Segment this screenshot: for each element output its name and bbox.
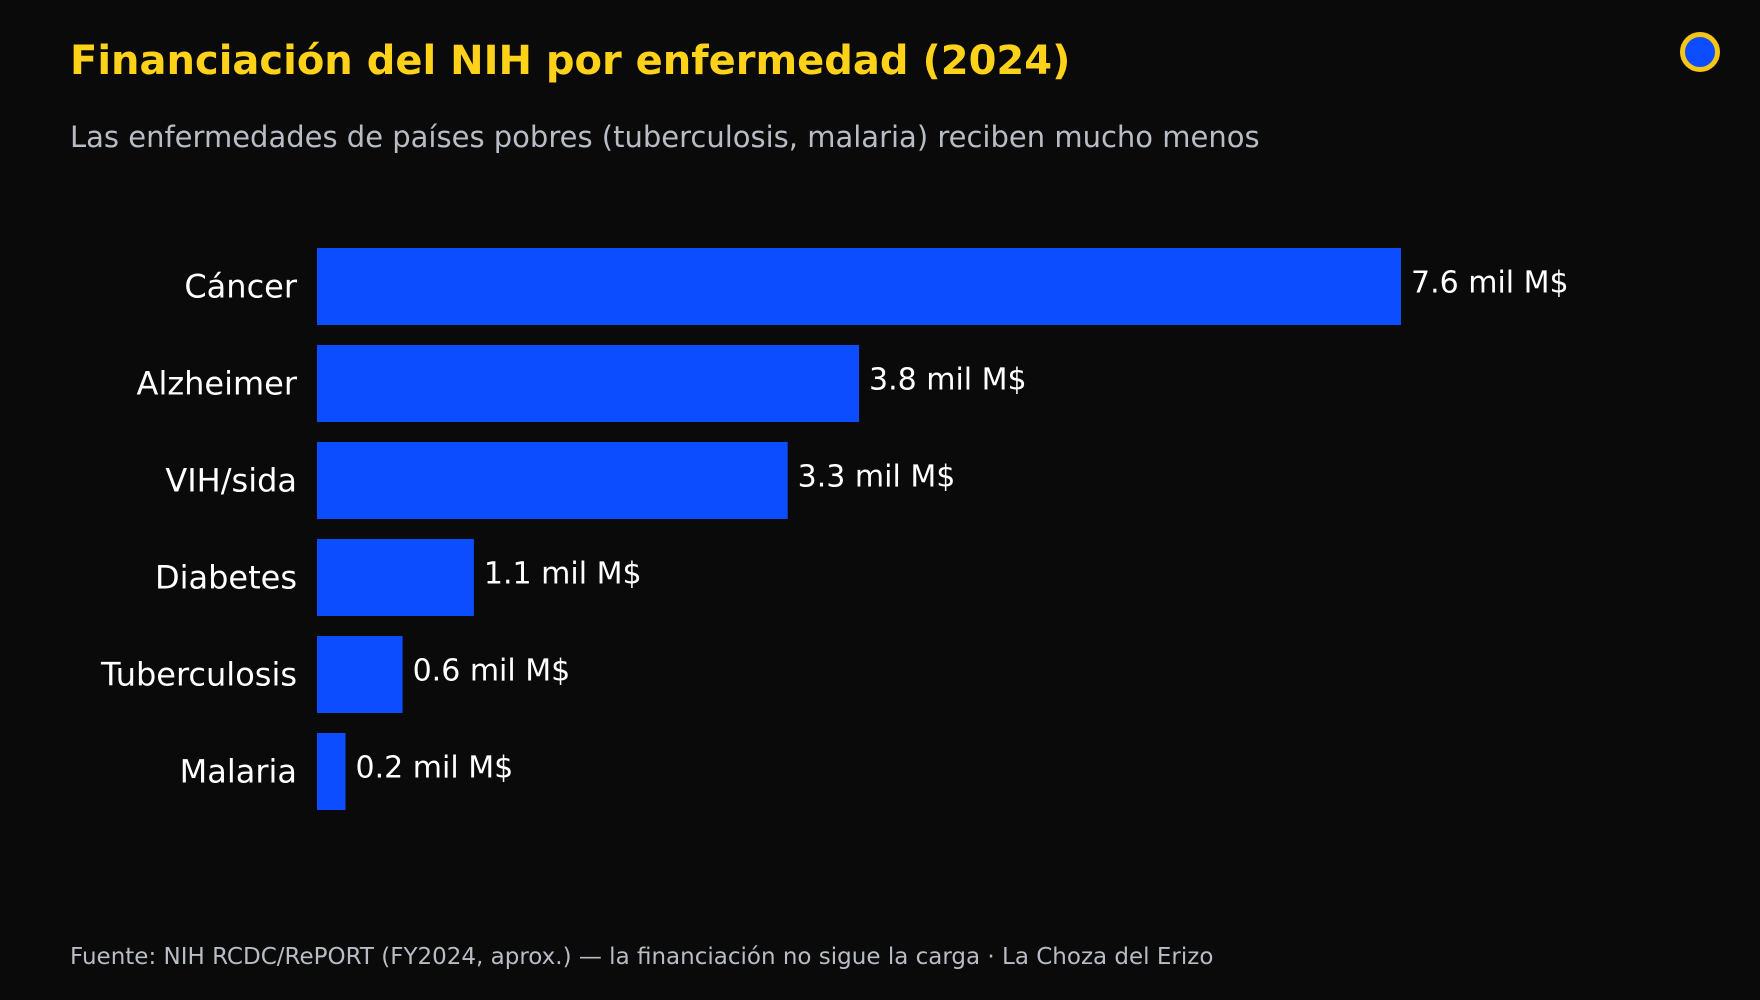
bars: Cáncer 7.6 mil M$ Alzheimer 3.8 mil M$ VIH/s… xyxy=(100,248,1569,810)
chart-title: Financiación del NIH por enfermedad (202… xyxy=(70,38,1071,84)
category-label: Diabetes xyxy=(155,559,297,597)
bar xyxy=(317,539,474,616)
value-label: 3.3 mil M$ xyxy=(798,460,956,495)
source-footer: Fuente: NIH RCDC/RePORT (FY2024, aprox.)… xyxy=(70,944,1214,970)
bar xyxy=(317,442,788,519)
value-label: 7.6 mil M$ xyxy=(1411,266,1569,301)
blue-circle-icon xyxy=(1680,32,1720,72)
bar xyxy=(317,636,403,713)
chart-subtitle: Las enfermedades de países pobres (tuber… xyxy=(70,120,1260,154)
bar xyxy=(317,248,1401,325)
bar xyxy=(317,345,859,422)
value-label: 1.1 mil M$ xyxy=(484,557,642,592)
category-label: Cáncer xyxy=(184,268,298,306)
category-label: Tuberculosis xyxy=(100,656,297,694)
value-label: 3.8 mil M$ xyxy=(869,363,1027,398)
category-label: VIH/sida xyxy=(165,462,297,500)
category-label: Malaria xyxy=(180,753,297,791)
value-label: 0.6 mil M$ xyxy=(413,654,571,689)
value-label: 0.2 mil M$ xyxy=(356,751,514,786)
bar xyxy=(317,733,346,810)
category-label: Alzheimer xyxy=(137,365,298,403)
